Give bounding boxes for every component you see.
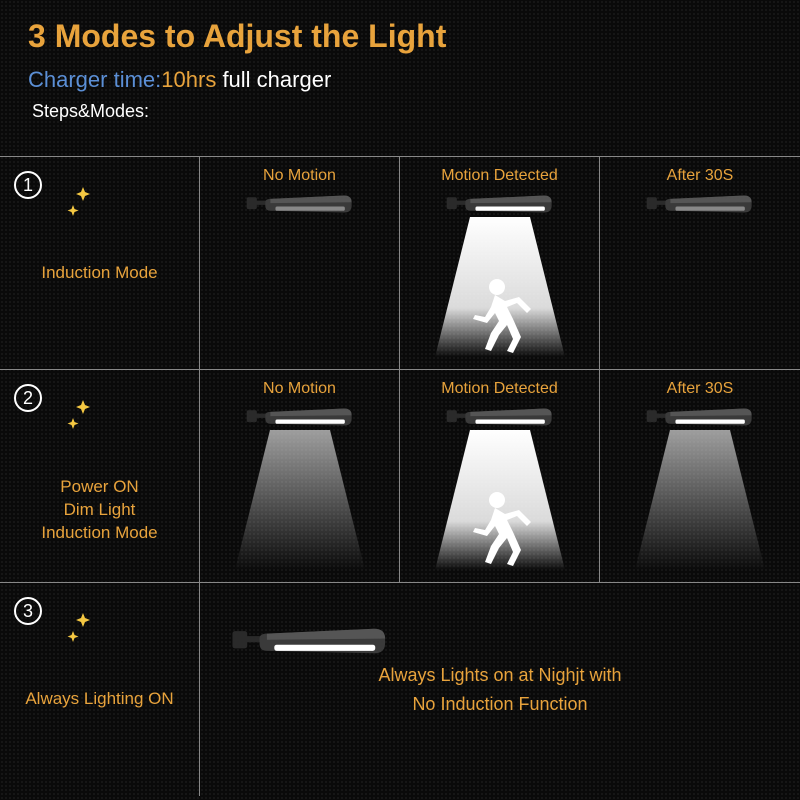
mode-label-3: Always Lighting ON [25,689,173,709]
steps-modes-label: Steps&Modes: [32,101,772,122]
light-beam [430,430,570,570]
light-fixture-icon [645,189,755,219]
modes-grid: 1 Induction Mode No Motion Motion Detect… [0,156,800,796]
always-on-line1: Always Lights on at Nighjt with [378,665,621,686]
charger-time-line: Charger time:10hrs full charger [28,67,772,93]
state-cell-2-no-motion: No Motion [200,370,400,582]
mode-label-1: Induction Mode [41,263,157,283]
moon-icon [50,386,150,466]
mode-row-1: 1 Induction Mode No Motion Motion Detect… [0,157,800,370]
charger-prefix: Charger time: [28,67,161,92]
mode-number-3: 3 [14,597,42,625]
state-label: After 30S [667,380,734,398]
mode-cell-1: 1 Induction Mode [0,157,200,369]
charger-suffix: full charger [216,67,331,92]
light-beam [430,217,570,357]
light-fixture-icon [645,402,755,432]
state-cell-2-after30s: After 30S [600,370,800,582]
state-cell-1-motion: Motion Detected [400,157,600,369]
always-on-description-cell: Always Lights on at Nighjt with No Induc… [200,583,800,796]
mode-cell-2: 2 Power ON Dim Light Induction Mode [0,370,200,582]
mode-row-2: 2 Power ON Dim Light Induction Mode No M… [0,370,800,583]
state-label: No Motion [263,167,336,185]
charger-hours: 10hrs [161,67,216,92]
state-cell-1-after30s: After 30S [600,157,800,369]
page-title: 3 Modes to Adjust the Light [28,18,772,55]
light-beam [630,430,770,570]
state-cell-1-no-motion: No Motion [200,157,400,369]
state-cell-2-motion: Motion Detected [400,370,600,582]
light-fixture-icon [445,402,555,432]
mode-number-2: 2 [14,384,42,412]
mode-label-2: Power ON Dim Light Induction Mode [41,476,157,545]
moon-icon [50,173,150,253]
light-beam [230,430,370,570]
light-fixture-icon [445,189,555,219]
state-label: After 30S [667,167,734,185]
moon-icon [50,599,150,679]
always-on-line2: No Induction Function [412,694,587,715]
light-fixture-icon [245,189,355,219]
state-label: No Motion [263,380,336,398]
light-fixture-icon [230,623,390,659]
state-label: Motion Detected [441,380,558,398]
runner-icon [465,277,535,357]
state-label: Motion Detected [441,167,558,185]
mode-row-3: 3 Always Lighting ON Always Lights on at… [0,583,800,796]
mode-number-1: 1 [14,171,42,199]
light-fixture-icon [245,402,355,432]
runner-icon [465,490,535,570]
mode-cell-3: 3 Always Lighting ON [0,583,200,796]
